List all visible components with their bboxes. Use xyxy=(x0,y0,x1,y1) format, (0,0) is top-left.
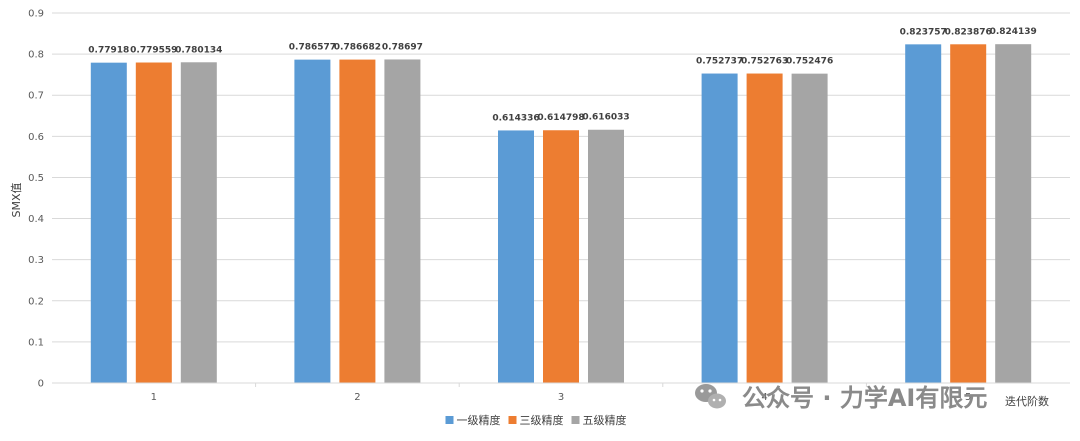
y-tick-label: 0.5 xyxy=(28,173,44,184)
data-label: 0.779559 xyxy=(130,46,177,56)
y-tick-label: 0.1 xyxy=(28,337,44,348)
data-label: 0.823876 xyxy=(945,27,992,37)
data-label: 0.780134 xyxy=(175,45,222,55)
y-tick-label: 0.9 xyxy=(28,9,44,20)
bar xyxy=(543,130,579,383)
legend-swatch xyxy=(508,416,517,424)
y-tick-label: 0.6 xyxy=(28,132,44,143)
x-tick-labels: 1 2 3 4 5 xyxy=(151,383,971,403)
bar xyxy=(588,129,624,383)
data-label: 0.752476 xyxy=(786,57,833,67)
bar xyxy=(950,44,987,384)
data-label: 0.824139 xyxy=(990,27,1037,37)
data-label: 0.786682 xyxy=(334,43,381,53)
bars xyxy=(90,44,1032,384)
bar xyxy=(791,73,828,384)
bar xyxy=(90,62,127,384)
data-label: 0.616033 xyxy=(582,113,629,123)
watermark: 公众号 · 力学AI有限元 xyxy=(695,384,987,412)
y-axis-title: SMX值 xyxy=(10,182,23,217)
x-tick-label: 3 xyxy=(558,392,564,403)
bar xyxy=(498,130,534,383)
data-label: 0.78697 xyxy=(382,42,423,52)
data-label: 0.614798 xyxy=(537,113,584,123)
data-label: 0.823757 xyxy=(900,27,947,37)
y-tick-label: 0.7 xyxy=(28,91,44,102)
y-tick-label: 0.2 xyxy=(28,296,44,307)
bar xyxy=(746,73,783,384)
y-tick-label: 0 xyxy=(38,379,44,390)
bar xyxy=(905,44,942,383)
legend-swatch xyxy=(445,416,454,424)
bar xyxy=(294,59,331,383)
legend: 一级精度 三级精度 五级精度 xyxy=(445,413,627,427)
bar xyxy=(384,59,421,383)
wechat-icon xyxy=(695,384,726,409)
x-tick-label: 4 xyxy=(761,392,767,403)
legend-label: 五级精度 xyxy=(583,413,627,427)
x-axis-title: 迭代阶数 xyxy=(1005,394,1049,408)
y-tick-label: 0.8 xyxy=(28,50,44,61)
data-label: 0.614336 xyxy=(492,113,539,123)
x-tick-label: 5 xyxy=(965,392,971,403)
data-label: 0.752737 xyxy=(696,57,743,67)
y-tick-label: 0.4 xyxy=(28,214,44,225)
x-tick-label: 1 xyxy=(151,392,157,403)
y-tick-labels: 0 0.1 0.2 0.3 0.4 0.5 0.6 0.7 0.8 0.9 xyxy=(28,9,44,390)
bar xyxy=(995,44,1032,383)
x-tick-label: 2 xyxy=(354,392,360,403)
data-label: 0.786577 xyxy=(289,43,336,53)
bar xyxy=(135,62,172,383)
watermark-text: 公众号 · 力学AI有限元 xyxy=(742,384,987,412)
legend-swatch xyxy=(571,416,580,424)
y-tick-label: 0.3 xyxy=(28,255,44,266)
bar xyxy=(701,73,738,384)
legend-label: 一级精度 xyxy=(457,413,501,427)
bar xyxy=(339,59,376,383)
data-label: 0.752763 xyxy=(741,57,788,67)
legend-label: 三级精度 xyxy=(520,413,564,427)
data-label: 0.77918 xyxy=(88,46,129,56)
bar xyxy=(180,62,217,383)
